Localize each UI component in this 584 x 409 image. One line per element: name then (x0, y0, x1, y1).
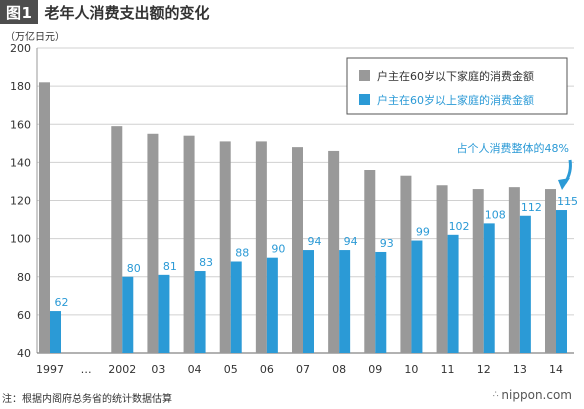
x-tick-label: 10 (404, 363, 418, 376)
x-tick-label: 11 (441, 363, 455, 376)
y-tick-label: 60 (17, 309, 31, 322)
bar-under-60 (508, 187, 520, 353)
y-tick-label: 40 (17, 347, 31, 360)
x-tick-label: 13 (513, 363, 527, 376)
title-row: 图1 老年人消费支出额的变化 (0, 0, 209, 24)
data-label: 94 (308, 235, 322, 248)
data-label: 90 (271, 243, 285, 256)
bar-under-60 (545, 189, 556, 353)
bar-over-60 (122, 276, 134, 353)
y-tick-label: 100 (10, 233, 31, 246)
bar-over-60 (339, 250, 351, 353)
y-tick-label: 180 (10, 80, 31, 93)
x-tick-label: 04 (188, 363, 202, 376)
x-tick-label: 09 (368, 363, 382, 376)
y-tick-label: 140 (10, 156, 31, 169)
data-label: 93 (380, 237, 394, 250)
y-tick-label: 200 (10, 42, 31, 55)
figure-number-badge: 图1 (0, 0, 39, 24)
bar-over-60 (266, 257, 278, 353)
bar-over-60 (230, 261, 242, 353)
bar-over-60 (556, 210, 567, 353)
data-label: 94 (344, 235, 358, 248)
data-label: 83 (199, 256, 213, 269)
bar-over-60 (194, 271, 206, 353)
bar-under-60 (183, 135, 195, 353)
bar-under-60 (472, 189, 484, 353)
y-tick-label: 120 (10, 195, 31, 208)
x-tick-label: 03 (151, 363, 165, 376)
data-label: 80 (127, 262, 141, 275)
bar-under-60 (400, 175, 412, 353)
bar-under-60 (255, 141, 267, 353)
data-label: 81 (163, 260, 177, 273)
data-label: 115 (557, 195, 578, 208)
bar-under-60 (364, 170, 376, 353)
x-tick-label: 07 (296, 363, 310, 376)
bar-over-60 (519, 215, 531, 353)
x-tick-label: 2002 (108, 363, 136, 376)
chart-title: 老年人消费支出额的变化 (44, 3, 210, 22)
legend-swatch (359, 94, 370, 105)
footnote: 注：根据内阁府总务省的统计数据估算 (2, 394, 172, 405)
data-label: 108 (485, 208, 506, 221)
bar-under-60 (147, 133, 159, 353)
data-label: 99 (416, 226, 430, 239)
annotation-text: 占个人消费整体的48% (457, 141, 569, 155)
bar-over-60 (158, 274, 170, 353)
x-tick-label: 14 (549, 363, 563, 376)
bar-under-60 (328, 150, 340, 353)
bar-over-60 (375, 251, 387, 353)
brand-dots-icon: ∴ (492, 390, 499, 400)
bar-chart: （万亿日元） 40 60 80 100 120 140 160 180 200 1997 62 … 200… (5, 30, 578, 376)
bar-over-60 (303, 250, 314, 353)
bar-over-60 (447, 234, 459, 353)
brand-logo: ∴ nippon.com (493, 388, 572, 402)
x-tick-label: … (81, 363, 92, 376)
bar-over-60 (411, 240, 423, 353)
brand-text: nippon.com (501, 388, 572, 402)
y-axis-unit-label: （万亿日元） (5, 30, 65, 43)
x-tick-label: 08 (332, 363, 346, 376)
y-tick-label: 160 (10, 118, 31, 131)
x-tick-label: 05 (224, 363, 238, 376)
annotation-arrow-head (558, 178, 570, 190)
bar-over-60 (483, 223, 495, 353)
bar-under-60 (436, 185, 448, 353)
data-label: 102 (449, 220, 470, 233)
y-tick-label: 80 (17, 271, 31, 284)
bar-under-60 (111, 126, 123, 353)
data-label: 88 (235, 247, 249, 260)
data-label: 112 (521, 201, 542, 214)
legend-label: 户主在60岁以上家庭的消费金额 (377, 93, 534, 107)
legend-box (346, 57, 568, 115)
bar-under-60 (292, 147, 303, 353)
x-tick-label: 1997 (36, 363, 64, 376)
bar-under-60 (39, 82, 50, 353)
x-tick-label: 06 (260, 363, 274, 376)
x-tick-label: 12 (477, 363, 491, 376)
bar-over-60 (50, 311, 61, 353)
legend-swatch (359, 70, 370, 81)
data-label: 62 (55, 296, 69, 309)
legend-label: 户主在60岁以下家庭的消费金额 (377, 69, 534, 83)
bar-under-60 (219, 141, 231, 353)
